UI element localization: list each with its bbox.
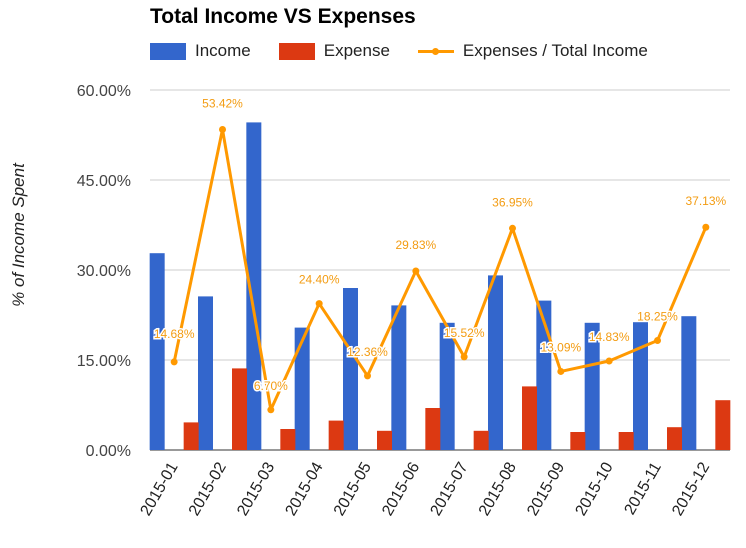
line-point[interactable] <box>605 357 613 365</box>
y-tick-label: 15.00% <box>77 353 131 370</box>
x-tick-label: 2015-03 <box>234 459 278 518</box>
bar-income[interactable] <box>294 327 310 450</box>
line-point[interactable] <box>654 337 661 344</box>
legend-label-expense: Expense <box>323 41 390 60</box>
y-tick-label: 30.00% <box>77 263 131 280</box>
data-label: 14.83% <box>589 330 630 344</box>
bar-income[interactable] <box>439 322 455 450</box>
data-label: 53.42% <box>202 96 243 110</box>
x-tick-label: 2015-11 <box>621 459 665 517</box>
line-point[interactable] <box>219 125 226 133</box>
line-point[interactable] <box>315 300 323 308</box>
legend: Income Expense Expenses / Total Income <box>150 40 676 62</box>
y-tick-label: 0.00% <box>86 443 131 460</box>
bar-expense[interactable] <box>232 368 247 450</box>
y-tick-label: 60.00% <box>77 83 131 100</box>
x-tick-label: 2015-01 <box>138 459 182 518</box>
data-label: 13.09% <box>540 340 581 354</box>
x-tick-label: 2015-04 <box>283 459 327 518</box>
bar-expense[interactable] <box>667 427 682 450</box>
x-tick-label: 2015-08 <box>476 459 520 518</box>
legend-label-income: Income <box>195 41 251 60</box>
line-point[interactable] <box>557 367 565 375</box>
bar-expense[interactable] <box>570 432 586 450</box>
bar-income[interactable] <box>584 322 600 450</box>
bar-income[interactable] <box>633 322 648 450</box>
legend-item-income[interactable]: Income <box>150 41 251 61</box>
x-tick-label: 2015-05 <box>331 459 375 518</box>
chart-title: Total Income VS Expenses <box>150 5 416 28</box>
data-label: 24.40% <box>299 273 340 287</box>
legend-swatch-expense <box>278 42 315 60</box>
line-point[interactable] <box>702 223 710 231</box>
line-point[interactable] <box>267 406 275 414</box>
legend-swatch-income <box>150 42 186 60</box>
x-tick-label: 2015-09 <box>524 459 568 518</box>
data-label: 18.25% <box>637 310 678 324</box>
data-label: 15.52% <box>444 326 485 340</box>
data-label: 12.36% <box>347 345 388 359</box>
data-label: 14.68% <box>154 327 195 341</box>
bar-expense[interactable] <box>377 430 392 450</box>
line-point[interactable] <box>170 358 178 366</box>
legend-line-ratio <box>417 43 454 60</box>
bar-income[interactable] <box>246 122 262 451</box>
legend-item-expense[interactable]: Expense <box>278 41 390 61</box>
bar-income[interactable] <box>536 300 552 450</box>
x-tick-label: 2015-06 <box>379 459 423 518</box>
bar-income[interactable] <box>343 288 358 450</box>
line-point[interactable] <box>364 372 371 380</box>
bar-income[interactable] <box>149 253 165 450</box>
bar-expense[interactable] <box>715 400 731 450</box>
bar-expense[interactable] <box>280 429 296 450</box>
bar-expense[interactable] <box>522 386 537 450</box>
x-tick-label: 2015-02 <box>186 459 230 518</box>
bar-expense[interactable] <box>183 422 199 450</box>
data-label: 36.95% <box>492 195 533 209</box>
data-label: 37.13% <box>685 194 726 208</box>
line-point[interactable] <box>412 267 420 275</box>
line-expenses-ratio[interactable] <box>172 127 708 412</box>
bar-income[interactable] <box>391 305 407 450</box>
bar-income[interactable] <box>488 275 503 450</box>
bar-expense[interactable] <box>328 420 344 450</box>
legend-label-ratio: Expenses / Total Income <box>462 41 648 60</box>
x-tick-label: 2015-10 <box>573 459 617 518</box>
bar-income[interactable] <box>681 316 697 450</box>
x-tick-label: 2015-07 <box>428 459 472 518</box>
bar-expense[interactable] <box>618 432 634 450</box>
line-point[interactable] <box>460 353 468 361</box>
data-label: 29.83% <box>395 238 436 252</box>
bar-income[interactable] <box>198 296 213 450</box>
bar-expense[interactable] <box>425 408 441 450</box>
x-tick-label: 2015-12 <box>669 459 713 518</box>
bar-expense[interactable] <box>473 430 489 450</box>
data-label: 6.70% <box>254 379 288 393</box>
legend-item-ratio[interactable]: Expenses / Total Income <box>417 41 648 61</box>
line-point[interactable] <box>509 224 516 232</box>
y-tick-label: 45.00% <box>77 173 131 190</box>
